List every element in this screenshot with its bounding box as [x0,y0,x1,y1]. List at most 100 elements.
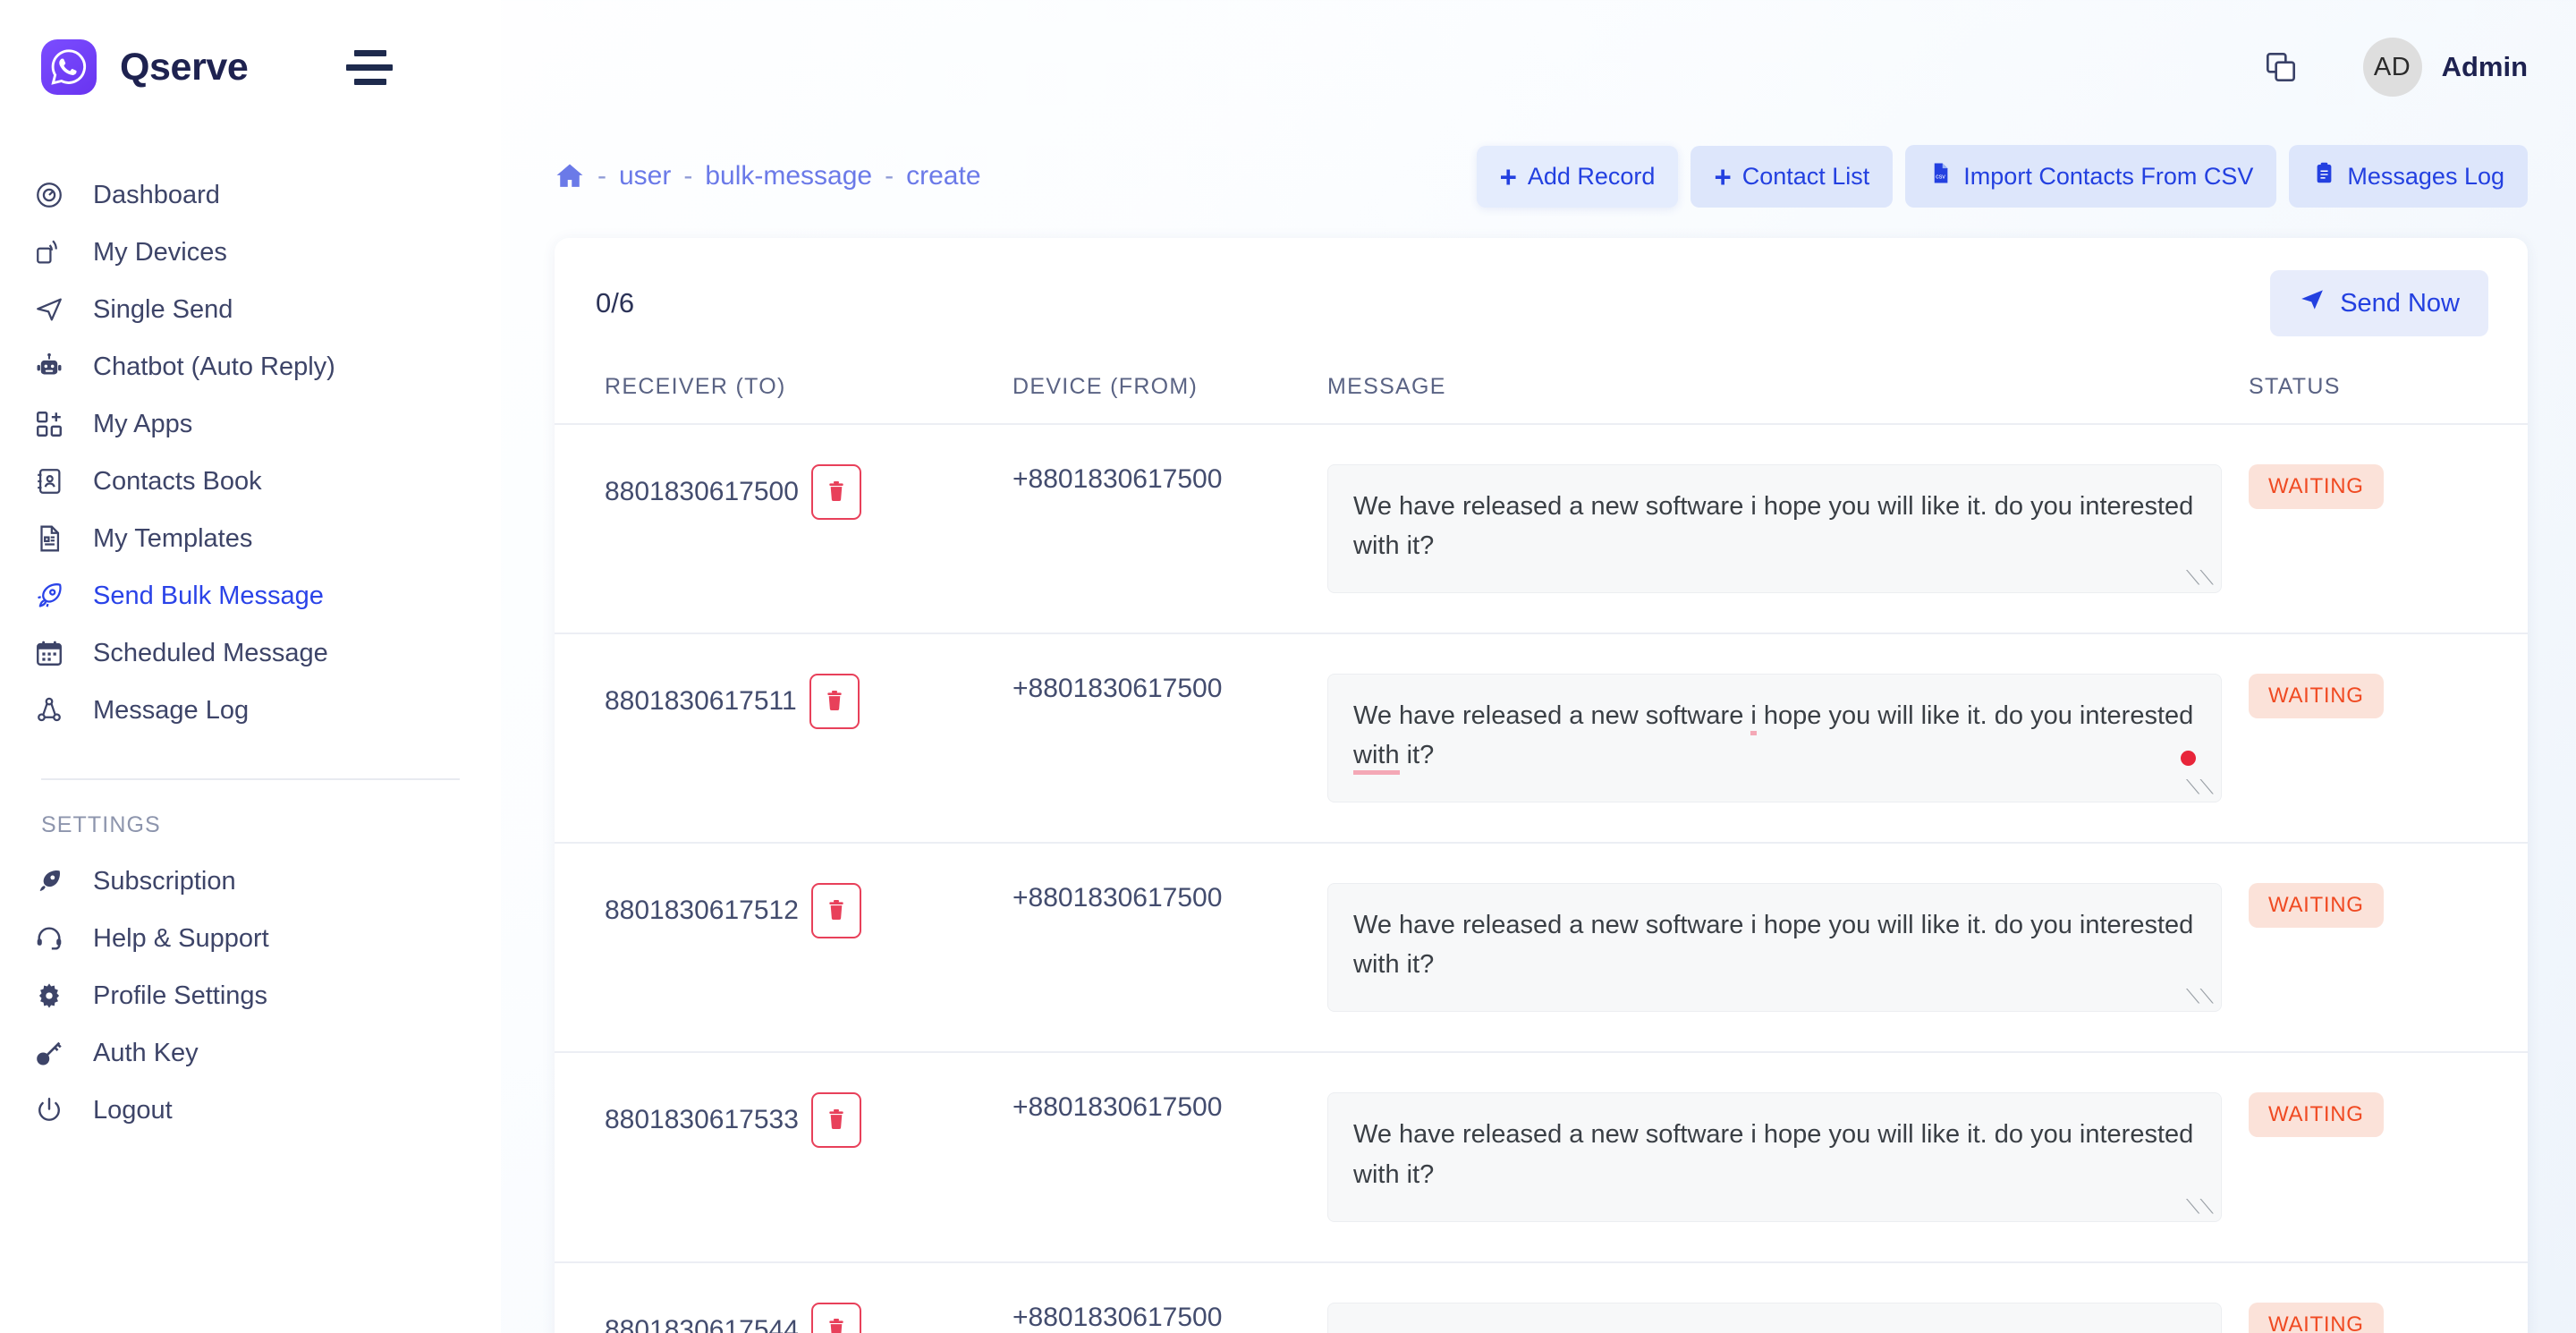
delete-row-button[interactable] [810,1302,861,1333]
sidebar-item-scheduled-message[interactable]: Scheduled Message [0,624,501,682]
topbar: AD Admin [501,0,2576,134]
sidebar-item-label: Message Log [93,695,250,725]
copy-icon[interactable] [2263,49,2299,85]
message-textarea[interactable]: We have released a new software i hope y… [1327,883,2222,1013]
table-row: 8801830617511 [555,633,2528,845]
hamburger-icon[interactable] [346,47,394,87]
status-badge: WAITING [2249,674,2384,719]
contact-list-button[interactable]: + Contact List [1690,145,1894,208]
resize-handle[interactable]: ⟋⟋ [2186,985,2214,1008]
selection-counter: 0/6 [596,287,635,318]
user-menu[interactable]: AD Admin [2362,38,2528,97]
sidebar-item-profile-settings[interactable]: Profile Settings [0,967,501,1024]
table-header-row: RECEIVER (TO) DEVICE (FROM) MESSAGE STAT… [555,363,2528,425]
messages-log-label: Messages Log [2347,162,2504,190]
receiver-cell: 8801830617533 [555,1052,1013,1263]
receiver-number: 8801830617511 [605,686,797,717]
sidebar-item-label: Single Send [93,294,233,324]
message-cell: We have released a new software i hope y… [1327,843,2222,1054]
device-number: +8801830617500 [1013,1092,1223,1123]
home-icon[interactable] [555,161,585,191]
sidebar-item-auth-key[interactable]: Auth Key [0,1024,501,1082]
clipboard-icon [2312,161,2336,191]
add-record-label: Add Record [1527,162,1656,190]
column-device: DEVICE (FROM) [1013,363,1327,425]
trash-icon [824,897,849,925]
table-body: 8801830617500 [555,424,2528,1333]
device-number: +8801830617500 [1013,883,1223,913]
contacts-icon [32,464,66,498]
status-cell: WAITING [2206,843,2528,1054]
paper-plane-icon [2299,286,2326,320]
sidebar-item-label: Profile Settings [93,981,268,1010]
contact-list-label: Contact List [1741,162,1870,190]
sidebar-item-single-send[interactable]: Single Send [0,281,501,338]
add-record-button[interactable]: + Add Record [1476,145,1679,208]
receiver-cell: 8801830617512 [555,843,1013,1054]
template-icon [32,522,66,556]
sidebar-item-my-apps[interactable]: My Apps [0,395,501,453]
rocket-icon [32,864,66,898]
receiver-cell: 8801830617544 [555,1261,1013,1333]
message-text: We have released a new software i hope y… [1353,492,2194,561]
breadcrumb-separator: - [683,161,693,191]
message-text: We have released a new software i hope y… [1353,1330,2193,1333]
send-now-button[interactable]: Send Now [2270,270,2488,336]
sidebar-item-label: Subscription [93,866,236,896]
sidebar-item-logout[interactable]: Logout [0,1082,501,1139]
sidebar-item-chatbot[interactable]: Chatbot (Auto Reply) [0,338,501,395]
key-icon [32,1036,66,1070]
sidebar-item-contacts-book[interactable]: Contacts Book [0,453,501,510]
sidebar-item-label: Logout [93,1095,173,1125]
device-cell: +8801830617500 [1013,633,1327,845]
error-indicator-dot [2181,751,2196,767]
breadcrumb: - user - bulk-message - create [555,161,981,191]
avatar: AD [2362,38,2422,97]
device-cell: +8801830617500 [1013,424,1327,635]
sidebar-item-dashboard[interactable]: Dashboard [0,166,501,224]
sidebar-item-my-templates[interactable]: My Templates [0,510,501,567]
sidebar-item-message-log[interactable]: Message Log [0,682,501,739]
main-content: AD Admin - user - bulk-message - create [501,0,2576,1333]
delete-row-button[interactable] [810,464,861,520]
resize-handle[interactable]: ⟋⟋ [2186,566,2214,590]
sidebar-item-help-support[interactable]: Help & Support [0,910,501,967]
sidebar-nav: Dashboard My Devices Single Send [0,134,501,739]
message-textarea[interactable]: We have released a new software i hope y… [1327,674,2222,803]
delete-row-button[interactable] [810,1092,861,1149]
sidebar-item-label: Auth Key [93,1038,199,1067]
sidebar-item-my-devices[interactable]: My Devices [0,224,501,281]
message-cell: We have released a new software i hope y… [1327,1052,2222,1263]
import-contacts-csv-button[interactable]: csv Import Contacts From CSV [1905,145,2277,208]
sidebar-item-label: Scheduled Message [93,638,328,667]
svg-text:csv: csv [1936,172,1945,180]
message-textarea[interactable]: We have released a new software i hope y… [1327,1302,2222,1333]
breadcrumb-separator: - [597,161,606,191]
delete-row-button[interactable] [810,883,861,939]
headset-icon [32,921,66,955]
message-cell: We have released a new software i hope y… [1327,424,2222,635]
receiver-cell: 8801830617500 [555,424,1013,635]
sidebar-item-label: Chatbot (Auto Reply) [93,352,335,381]
message-textarea[interactable]: We have released a new software i hope y… [1327,1092,2222,1222]
messages-log-button[interactable]: Messages Log [2289,145,2528,208]
message-textarea[interactable]: We have released a new software i hope y… [1327,464,2222,594]
message-text: We have released a new software i hope y… [1353,1120,2194,1189]
bulk-message-card: 0/6 Send Now RECEIVER (TO) DEVICE (FROM) [555,238,2528,1333]
sidebar-item-send-bulk-message[interactable]: Send Bulk Message [0,567,501,624]
breadcrumb-item-create[interactable]: create [906,161,981,191]
message-cell: We have released a new software i hope y… [1327,633,2222,845]
card-header: 0/6 Send Now [555,238,2528,363]
breadcrumb-item-user[interactable]: user [619,161,672,191]
device-cell: +8801830617500 [1013,1052,1327,1263]
trash-icon [824,1316,849,1333]
breadcrumb-item-bulk-message[interactable]: bulk-message [705,161,873,191]
resize-handle[interactable]: ⟋⟋ [2186,1194,2214,1218]
calendar-icon [32,636,66,670]
device-icon [32,235,66,269]
delete-row-button[interactable] [809,674,860,730]
receiver-number: 8801830617544 [605,1314,799,1333]
log-icon [32,693,66,727]
sidebar-item-subscription[interactable]: Subscription [0,853,501,910]
resize-handle[interactable]: ⟋⟋ [2186,776,2214,799]
